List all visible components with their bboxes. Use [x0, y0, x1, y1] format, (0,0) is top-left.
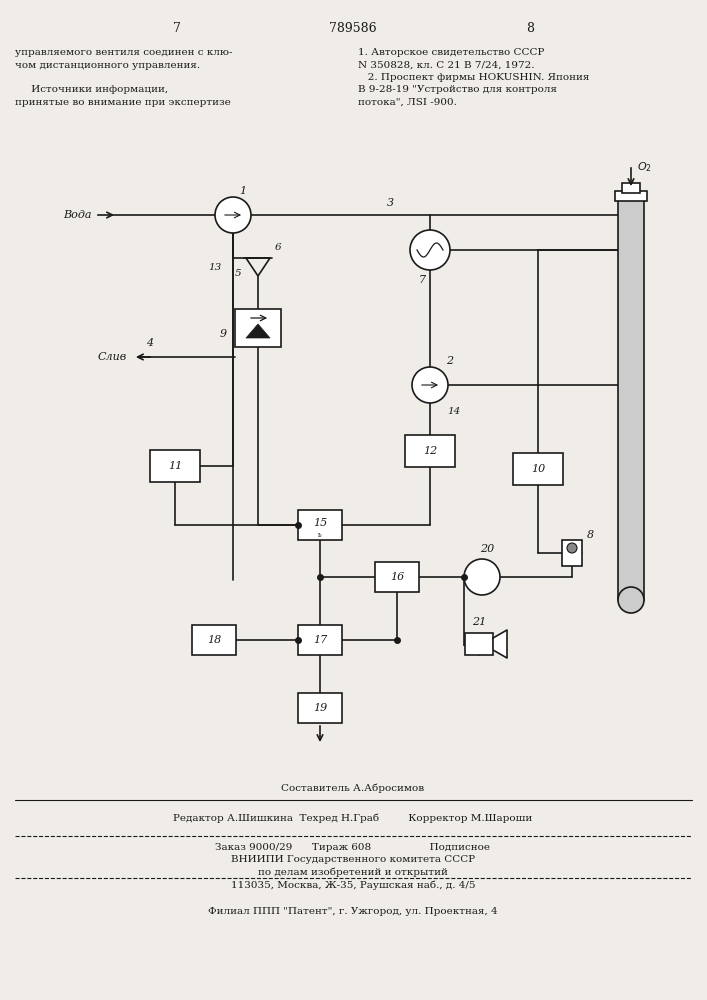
Text: 7: 7 [173, 21, 181, 34]
Text: 13: 13 [209, 262, 221, 271]
Text: Заказ 9000/29      Тираж 608                  Подписное: Заказ 9000/29 Тираж 608 Подписное [216, 844, 491, 852]
Bar [618, 198, 644, 600]
Text: Редактор А.Шишкина  Техред Н.Граб         Корректор М.Шароши: Редактор А.Шишкина Техред Н.Граб Коррект… [173, 813, 532, 823]
Text: $O_2$: $O_2$ [637, 160, 652, 174]
Bar [622, 183, 640, 193]
Bar [298, 693, 342, 723]
Text: 20: 20 [480, 544, 494, 554]
Text: управляемого вентиля соединен с клю-
чом дистанционного управления.

     Источн: управляемого вентиля соединен с клю- чом… [15, 48, 233, 107]
Text: 10: 10 [531, 464, 545, 474]
Circle shape [567, 543, 577, 553]
Text: 14: 14 [448, 406, 461, 416]
Text: 19: 19 [313, 703, 327, 713]
Bar [465, 633, 493, 655]
Circle shape [412, 367, 448, 403]
Text: 21: 21 [472, 617, 486, 627]
Bar [405, 435, 455, 467]
Text: 113035, Москва, Ж-35, Раушская наб., д. 4/5: 113035, Москва, Ж-35, Раушская наб., д. … [230, 880, 475, 890]
Text: Вода: Вода [64, 210, 92, 220]
Text: 15: 15 [313, 518, 327, 528]
Bar [298, 625, 342, 655]
Bar [235, 309, 281, 347]
Text: ВНИИПИ Государственного комитета СССР: ВНИИПИ Государственного комитета СССР [231, 856, 475, 864]
Text: 18: 18 [207, 635, 221, 645]
Circle shape [464, 559, 500, 595]
Bar [375, 562, 419, 592]
Text: 7: 7 [419, 275, 426, 285]
Text: 8: 8 [526, 21, 534, 34]
Text: 1. Авторское свидетельство СССР
N 350828, кл. С 21 В 7/24, 1972.
   2. Проспект : 1. Авторское свидетельство СССР N 350828… [358, 48, 590, 107]
Bar [192, 625, 236, 655]
Text: Составитель А.Абросимов: Составитель А.Абросимов [281, 784, 425, 793]
Text: Слив: Слив [98, 352, 127, 362]
Text: 3: 3 [387, 198, 394, 208]
Bar [562, 540, 582, 566]
Text: 8: 8 [586, 530, 594, 540]
Circle shape [618, 587, 644, 613]
Circle shape [215, 197, 251, 233]
Bar [615, 191, 647, 201]
Text: 789586: 789586 [329, 21, 377, 34]
Text: 12: 12 [423, 446, 437, 456]
Text: 1: 1 [240, 186, 247, 196]
Text: 17: 17 [313, 635, 327, 645]
Text: 2: 2 [446, 356, 454, 366]
Text: 6: 6 [275, 243, 281, 252]
Text: 5: 5 [235, 268, 241, 277]
Polygon shape [493, 630, 507, 658]
Text: 9: 9 [219, 329, 226, 339]
Text: 16: 16 [390, 572, 404, 582]
Text: Филиал ППП "Патент", г. Ужгород, ул. Проектная, 4: Филиал ППП "Патент", г. Ужгород, ул. Про… [208, 908, 498, 916]
Polygon shape [246, 324, 270, 338]
Text: по делам изобретений и открытий: по делам изобретений и открытий [258, 867, 448, 877]
Text: 11: 11 [168, 461, 182, 471]
Bar [513, 453, 563, 485]
Bar [150, 450, 200, 482]
Text: ь: ь [318, 531, 322, 539]
Text: 4: 4 [146, 338, 153, 348]
Bar [298, 510, 342, 540]
Circle shape [410, 230, 450, 270]
